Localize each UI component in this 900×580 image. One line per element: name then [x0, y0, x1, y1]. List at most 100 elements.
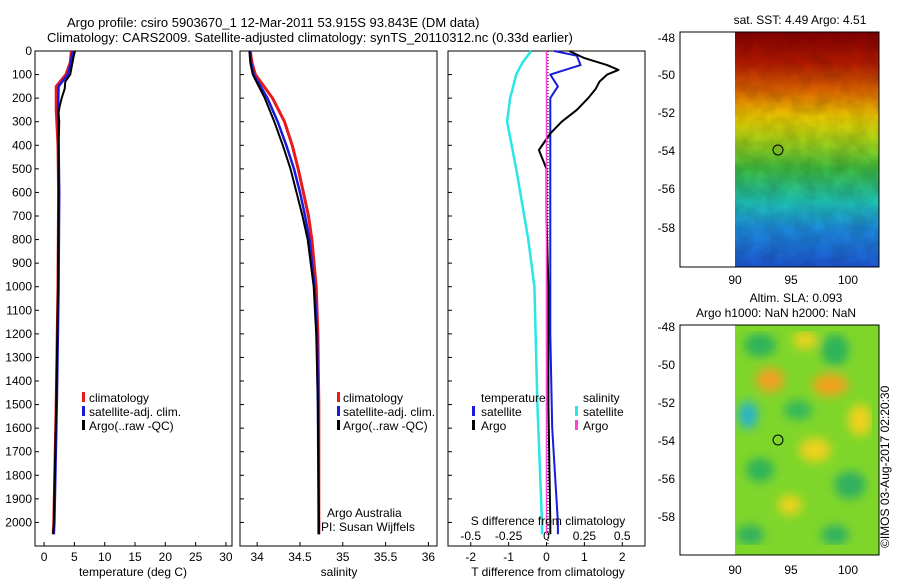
legend-label-satellite-adj: satellite-adj. clim. — [89, 405, 181, 419]
x-tick-label: 20 — [159, 550, 173, 564]
sla-blob — [799, 438, 831, 462]
depth-tick-label: 1500 — [5, 398, 32, 412]
lat-tick: -48 — [658, 31, 676, 45]
sla-blob — [821, 525, 849, 545]
sla-blob — [793, 331, 817, 349]
legend-swatch-satellite-adj — [337, 406, 340, 416]
s-difference-label: S difference from climatology — [471, 514, 626, 528]
salinity-profiles — [248, 50, 321, 535]
t-difference-xlabel: T difference from climatology — [471, 565, 625, 579]
lat-tick: -48 — [658, 320, 676, 334]
sla-blob — [834, 471, 866, 499]
x-tick-label: 34.5 — [288, 550, 312, 564]
salinity-tick-labels: 34 34.5 35 35.5 36 — [240, 50, 436, 564]
series-line-s-satellite — [505, 50, 544, 535]
x-tick-label: 10 — [98, 550, 112, 564]
x-tick-label: 0 — [543, 550, 550, 564]
temperature-tick-labels: 0 5 10 15 20 25 30 — [41, 542, 233, 564]
depth-tick-labels: 0 100 200 300 400 500 600 700 800 900 1000 1100 1200… — [5, 44, 39, 529]
annotation-argo-australia: Argo Australia — [327, 506, 402, 520]
s-diff-tick-label: 0 — [543, 529, 550, 543]
legend-label-t-argo: Argo — [481, 419, 507, 433]
float-position-marker — [772, 144, 784, 156]
temperature-xlabel: temperature (deg C) — [79, 565, 187, 579]
depth-tick-label: 1100 — [6, 303, 32, 317]
depth-tick-label: 1300 — [5, 350, 32, 364]
legend-swatch-satellite-adj — [82, 406, 85, 416]
depth-tick-label: 1900 — [5, 492, 32, 506]
t-difference-tick-labels: -2 -1 0 1 2 — [448, 50, 626, 564]
sla-map-frame — [679, 324, 880, 556]
legend-swatch-t-satellite — [472, 406, 475, 416]
sla-map-title-1: Altim. SLA: 0.093 — [750, 291, 843, 305]
sla-blob — [756, 368, 784, 392]
s-diff-tick-label: -0.5 — [460, 529, 481, 543]
sla-blob — [821, 334, 849, 366]
s-diff-tick-label: -0.25 — [495, 529, 523, 543]
sla-blob — [736, 525, 764, 545]
x-tick-label: 5 — [71, 550, 78, 564]
legend-swatch-s-satellite — [575, 406, 578, 416]
x-tick-label: 35 — [336, 550, 350, 564]
lat-tick: -56 — [658, 472, 676, 486]
series-line-climatology — [248, 50, 321, 535]
depth-tick-label: 900 — [12, 256, 32, 270]
lon-tick: 95 — [784, 563, 798, 577]
sst-map-blank — [680, 32, 735, 267]
title-line1: Argo profile: csiro 5903670_1 12-Mar-201… — [67, 15, 479, 30]
lat-tick: -58 — [658, 221, 676, 235]
depth-tick-label: 100 — [12, 68, 32, 82]
legend-swatch-argo — [337, 420, 340, 430]
title-line2: Climatology: CARS2009. Satellite-adjuste… — [47, 30, 573, 45]
legend-swatch-t-argo — [472, 420, 475, 430]
x-tick-label: 1 — [581, 550, 588, 564]
depth-tick-label: 200 — [12, 91, 32, 105]
sla-map-title-2: Argo h1000: NaN h2000: NaN — [696, 306, 856, 320]
legend-title-salinity: salinity — [583, 391, 620, 405]
sla-blob — [812, 374, 848, 396]
difference-panel: -2 -1 0 1 2 -0.5 -0.25 0 0.25 0.5 temperature sa… — [447, 50, 646, 579]
sst-map: sat. SST: 4.49 Argo: 4.51 -48 -50 -52 -5… — [658, 13, 880, 287]
legend-label-s-argo: Argo — [583, 419, 609, 433]
temperature-axes-frame — [34, 50, 233, 547]
lon-tick: 95 — [784, 273, 798, 287]
legend-label-climatology: climatology — [89, 391, 149, 405]
depth-tick-label: 800 — [12, 233, 32, 247]
salinity-legend: climatology satellite-adj. clim. Argo(..… — [337, 391, 435, 433]
legend-swatch-argo — [82, 420, 85, 430]
legend-label-satellite-adj: satellite-adj. clim. — [343, 405, 435, 419]
legend-label-s-satellite: satellite — [583, 405, 624, 419]
sla-blob — [738, 401, 758, 429]
series-line-t-argo — [537, 50, 620, 535]
lat-tick: -52 — [658, 396, 676, 410]
x-tick-label: 36 — [422, 550, 436, 564]
lat-tick: -56 — [658, 182, 676, 196]
legend-label-climatology: climatology — [343, 391, 403, 405]
difference-profiles — [505, 50, 620, 535]
depth-tick-label: 1200 — [5, 327, 32, 341]
salinity-panel: 34 34.5 35 35.5 36 climatology satellite-adj… — [239, 50, 438, 579]
sla-field — [735, 325, 879, 555]
x-tick-label: 30 — [219, 550, 233, 564]
sla-blob — [744, 333, 776, 357]
x-tick-label: 35.5 — [374, 550, 398, 564]
sla-map-blank — [680, 325, 735, 555]
depth-tick-label: 1800 — [5, 468, 32, 482]
depth-tick-label: 2000 — [5, 515, 32, 529]
x-tick-label: 34 — [250, 550, 264, 564]
temperature-legend: climatology satellite-adj. clim. Argo(..… — [82, 391, 181, 433]
lat-tick: -50 — [658, 358, 676, 372]
salinity-xlabel: salinity — [321, 565, 358, 579]
depth-tick-label: 1000 — [5, 280, 32, 294]
legend-swatch-climatology — [337, 392, 340, 402]
x-tick-label: 15 — [128, 550, 142, 564]
legend-label-argo: Argo(..raw -QC) — [343, 419, 428, 433]
sst-field-texture — [735, 32, 879, 267]
float-position-marker — [772, 434, 784, 446]
depth-tick-label: 400 — [12, 138, 32, 152]
lon-tick: 100 — [838, 563, 858, 577]
depth-tick-label: 300 — [12, 115, 32, 129]
lat-tick: -54 — [658, 144, 676, 158]
legend-swatch-climatology — [82, 392, 85, 402]
depth-tick-label: 1600 — [5, 421, 32, 435]
